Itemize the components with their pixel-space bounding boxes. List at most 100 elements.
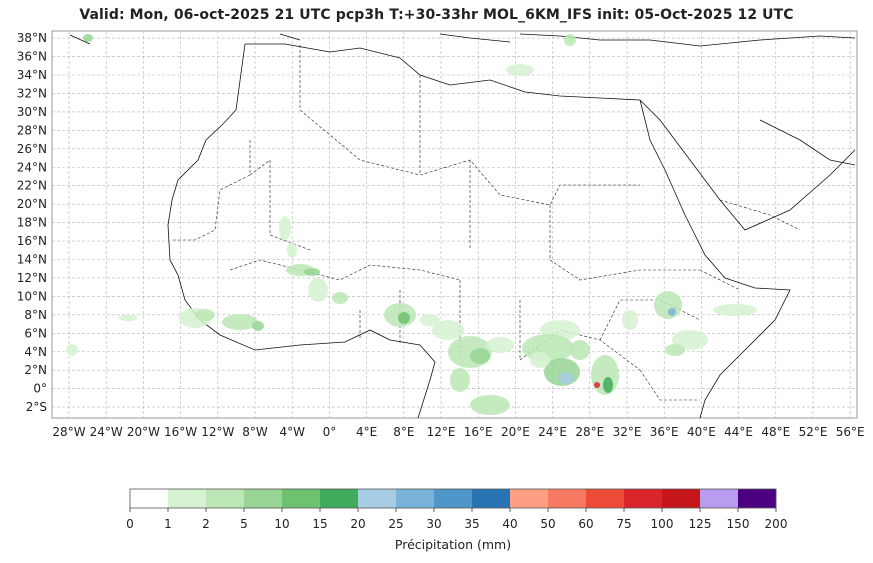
map-title: Valid: Mon, 06-oct-2025 21 UTC pcp3h T:+… xyxy=(79,7,794,23)
precip-patch xyxy=(332,292,348,304)
colorbar-tick-label: 1 xyxy=(164,517,172,531)
colorbar-segment xyxy=(700,489,739,508)
lat-tick-label: 32°N xyxy=(17,86,47,100)
colorbar-tick-label: 10 xyxy=(274,517,289,531)
precip-patch xyxy=(486,337,514,353)
lon-tick-label: 48°E xyxy=(761,425,790,439)
precip-patch xyxy=(398,312,410,324)
colorbar-tick-label: 30 xyxy=(426,517,441,531)
lon-tick-label: 24°W xyxy=(90,425,123,439)
precip-patch xyxy=(564,34,576,46)
colorbar-tick-label: 125 xyxy=(689,517,712,531)
colorbar-segment xyxy=(738,489,777,508)
lat-tick-label: 14°N xyxy=(17,253,47,267)
lon-tick-label: 40°E xyxy=(687,425,716,439)
colorbar-tick-label: 100 xyxy=(651,517,674,531)
colorbar-segment xyxy=(358,489,397,508)
colorbar-segment xyxy=(282,489,321,508)
lat-tick-label: 30°N xyxy=(17,105,47,119)
lat-tick-label: 2°S xyxy=(26,400,47,414)
precip-patch xyxy=(672,330,708,350)
lon-tick-label: 20°W xyxy=(127,425,160,439)
lon-tick-label: 12°W xyxy=(201,425,234,439)
colorbar-segment xyxy=(244,489,283,508)
colorbar-segment xyxy=(396,489,435,508)
colorbar-tick-label: 60 xyxy=(578,517,593,531)
lat-tick-label: 18°N xyxy=(17,216,47,230)
colorbar xyxy=(129,488,777,509)
precip-patch xyxy=(450,368,470,392)
lon-tick-label: 16°E xyxy=(464,425,493,439)
precip-patch xyxy=(713,304,757,316)
europe-coast xyxy=(69,33,856,47)
lon-tick-label: 8°E xyxy=(393,425,414,439)
precip-patch xyxy=(668,308,676,316)
lon-tick-label: 20°E xyxy=(501,425,530,439)
lon-tick-label: 56°E xyxy=(836,425,865,439)
lon-tick-label: 12°E xyxy=(427,425,456,439)
lat-tick-label: 38°N xyxy=(17,31,47,45)
precip-patch xyxy=(594,382,600,388)
precip-patch xyxy=(195,309,215,321)
lon-tick-label: 36°E xyxy=(650,425,679,439)
colorbar-segment xyxy=(206,489,245,508)
precip-patch xyxy=(83,34,93,42)
precip-patch xyxy=(432,320,464,340)
lon-tick-label: 52°E xyxy=(799,425,828,439)
lon-tick-label: 24°E xyxy=(538,425,567,439)
lon-tick-label: 28°W xyxy=(52,425,85,439)
precip-patch xyxy=(287,242,297,258)
lon-tick-label: 44°E xyxy=(724,425,753,439)
colorbar-title: Précipitation (mm) xyxy=(394,537,512,552)
lat-tick-label: 6°N xyxy=(24,326,47,340)
colorbar-tick-label: 40 xyxy=(502,517,517,531)
lon-tick-label: 32°E xyxy=(613,425,642,439)
precip-patch xyxy=(506,64,534,76)
colorbar-tick-label: 2 xyxy=(202,517,210,531)
precip-patch xyxy=(470,395,510,415)
lat-tick-label: 10°N xyxy=(17,289,47,303)
precip-patch xyxy=(304,268,320,276)
colorbar-tick-label: 35 xyxy=(464,517,479,531)
precip-patch xyxy=(279,216,291,240)
latitude-labels: 38°N 36°N 34°N 32°N 30°N 28°N 26°N 24°N 22°N 20°N… xyxy=(17,31,47,414)
horn-east-coast xyxy=(699,277,791,419)
precip-patch xyxy=(308,278,328,302)
lat-tick-label: 2°N xyxy=(24,363,47,377)
lat-tick-label: 8°N xyxy=(24,308,47,322)
arabia-coast xyxy=(639,99,856,231)
precipitation-field xyxy=(66,34,757,415)
lat-tick-label: 24°N xyxy=(17,160,47,174)
colorbar-tick-labels: 0 1 2 5 10 15 20 25 30 35 40 50 60 75 100 125 150 200 xyxy=(126,508,787,531)
lat-tick-label: 22°N xyxy=(17,179,47,193)
lon-tick-label: 0° xyxy=(323,425,337,439)
lon-tick-label: 4°W xyxy=(279,425,305,439)
lat-tick-label: 16°N xyxy=(17,234,47,248)
persian-gulf-coast xyxy=(759,119,856,166)
lat-tick-label: 12°N xyxy=(17,271,47,285)
colorbar-segment xyxy=(586,489,625,508)
precip-patch xyxy=(622,310,638,330)
colorbar-tick-label: 75 xyxy=(616,517,631,531)
lon-tick-label: 28°E xyxy=(575,425,604,439)
precip-patch xyxy=(118,315,138,321)
colorbar-tick-label: 25 xyxy=(388,517,403,531)
precip-patch xyxy=(665,344,685,356)
lat-tick-label: 36°N xyxy=(17,50,47,64)
colorbar-tick-label: 0 xyxy=(126,517,134,531)
precip-patch xyxy=(252,321,264,331)
colorbar-tick-label: 150 xyxy=(727,517,750,531)
lat-tick-label: 28°N xyxy=(17,123,47,137)
precip-patch xyxy=(222,314,258,330)
coastlines xyxy=(69,33,856,419)
lat-tick-label: 20°N xyxy=(17,197,47,211)
lon-tick-label: 8°W xyxy=(242,425,268,439)
colorbar-segment xyxy=(662,489,701,508)
colorbar-segment xyxy=(320,489,359,508)
precip-patch xyxy=(654,291,682,319)
colorbar-segment xyxy=(548,489,587,508)
lon-tick-label: 16°W xyxy=(164,425,197,439)
precip-patch xyxy=(558,372,574,384)
colorbar-segment xyxy=(472,489,511,508)
